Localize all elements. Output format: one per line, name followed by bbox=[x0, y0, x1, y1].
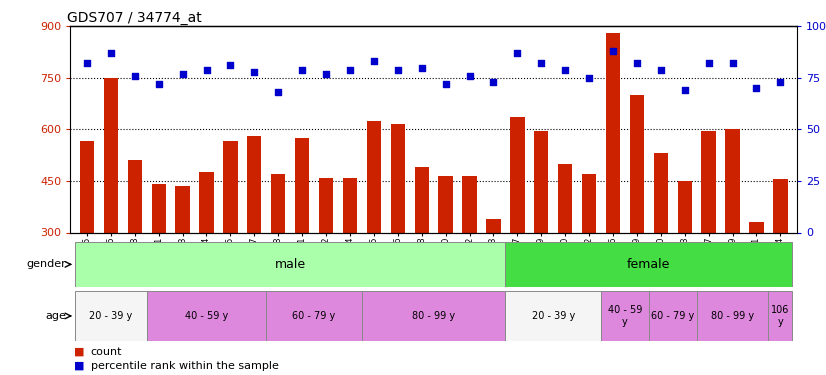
Bar bbox=[558, 164, 572, 232]
Bar bbox=[175, 186, 190, 232]
Text: 40 - 59
y: 40 - 59 y bbox=[608, 305, 642, 327]
Bar bbox=[271, 174, 286, 232]
Point bbox=[510, 50, 524, 56]
Bar bbox=[367, 121, 381, 232]
Text: 80 - 99 y: 80 - 99 y bbox=[412, 311, 455, 321]
Bar bbox=[534, 131, 548, 232]
Text: male: male bbox=[274, 258, 306, 271]
Text: 40 - 59 y: 40 - 59 y bbox=[185, 311, 228, 321]
Point bbox=[128, 73, 141, 79]
Point bbox=[344, 67, 357, 73]
Bar bbox=[605, 33, 620, 232]
Point bbox=[296, 67, 309, 73]
Bar bbox=[199, 172, 214, 232]
Text: percentile rank within the sample: percentile rank within the sample bbox=[91, 361, 278, 371]
Bar bbox=[266, 291, 362, 341]
Point bbox=[463, 73, 476, 79]
Point bbox=[439, 81, 452, 87]
Point bbox=[582, 75, 596, 81]
Point bbox=[224, 62, 237, 68]
Point bbox=[750, 85, 763, 91]
Bar bbox=[75, 242, 506, 287]
Bar bbox=[104, 78, 118, 232]
Point bbox=[80, 60, 93, 66]
Bar bbox=[391, 124, 405, 232]
Point bbox=[702, 60, 715, 66]
Point bbox=[272, 89, 285, 95]
Bar bbox=[80, 141, 94, 232]
Bar bbox=[319, 177, 333, 232]
Bar bbox=[653, 153, 668, 232]
Text: GDS707 / 34774_at: GDS707 / 34774_at bbox=[67, 11, 202, 25]
Text: 20 - 39 y: 20 - 39 y bbox=[532, 311, 575, 321]
Text: ■: ■ bbox=[74, 347, 85, 357]
Bar bbox=[75, 291, 147, 341]
Bar bbox=[415, 167, 429, 232]
Point bbox=[392, 67, 405, 73]
Bar bbox=[701, 131, 716, 232]
Bar bbox=[677, 181, 692, 232]
Text: ■: ■ bbox=[74, 361, 85, 371]
Point bbox=[152, 81, 165, 87]
Bar bbox=[696, 291, 768, 341]
Bar bbox=[487, 219, 501, 232]
Point bbox=[558, 67, 572, 73]
Point bbox=[654, 67, 667, 73]
Bar bbox=[749, 222, 763, 232]
Point bbox=[726, 60, 739, 66]
Point bbox=[248, 69, 261, 75]
Text: 20 - 39 y: 20 - 39 y bbox=[89, 311, 132, 321]
Point bbox=[534, 60, 548, 66]
Bar bbox=[506, 291, 601, 341]
Bar bbox=[768, 291, 792, 341]
Point bbox=[606, 48, 620, 54]
Point bbox=[487, 79, 500, 85]
Bar bbox=[343, 177, 357, 232]
Point bbox=[630, 60, 643, 66]
Bar bbox=[725, 129, 740, 232]
Bar bbox=[151, 184, 166, 232]
Bar bbox=[295, 138, 309, 232]
Point bbox=[774, 79, 787, 85]
Bar bbox=[223, 141, 238, 232]
Text: count: count bbox=[91, 347, 122, 357]
Text: female: female bbox=[627, 258, 671, 271]
Bar bbox=[510, 117, 525, 232]
Bar bbox=[773, 179, 787, 232]
Point bbox=[678, 87, 691, 93]
Point bbox=[368, 58, 381, 64]
Text: 80 - 99 y: 80 - 99 y bbox=[711, 311, 754, 321]
Text: 60 - 79 y: 60 - 79 y bbox=[292, 311, 335, 321]
Bar bbox=[439, 176, 453, 232]
Bar bbox=[506, 242, 792, 287]
Bar bbox=[649, 291, 696, 341]
Text: gender: gender bbox=[26, 260, 66, 269]
Bar bbox=[147, 291, 266, 341]
Text: 106
y: 106 y bbox=[771, 305, 790, 327]
Point bbox=[176, 70, 189, 77]
Point bbox=[104, 50, 117, 56]
Point bbox=[415, 64, 429, 70]
Text: 60 - 79 y: 60 - 79 y bbox=[651, 311, 695, 321]
Point bbox=[200, 67, 213, 73]
Text: age: age bbox=[45, 311, 66, 321]
Bar bbox=[582, 174, 596, 232]
Bar bbox=[601, 291, 649, 341]
Point bbox=[320, 70, 333, 77]
Bar bbox=[463, 176, 477, 232]
Bar bbox=[127, 160, 142, 232]
Bar bbox=[629, 95, 644, 232]
Bar bbox=[362, 291, 506, 341]
Bar bbox=[247, 136, 262, 232]
